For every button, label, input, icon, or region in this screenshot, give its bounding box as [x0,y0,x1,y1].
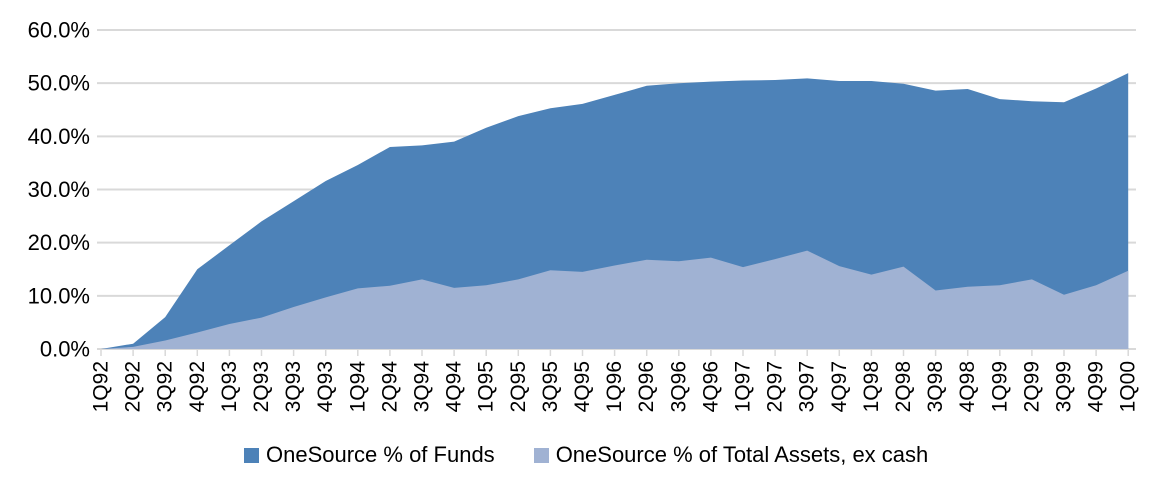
x-tick-label: 2Q99 [1020,361,1043,412]
x-tick-label: 3Q95 [539,361,562,412]
x-tick-label: 1Q95 [475,361,498,412]
x-tick-label: 4Q93 [314,361,337,412]
series-area-assets [101,250,1129,349]
legend-entry-funds: OneSource % of Funds [244,444,495,466]
y-tick-label: 60.0% [28,17,90,42]
x-tick-label: 2Q97 [764,361,787,412]
x-tick-label: 1Q94 [346,361,369,413]
legend-label-assets: OneSource % of Total Assets, ex cash [555,442,929,467]
x-tick-label: 4Q96 [699,361,722,412]
x-tick-label: 3Q92 [154,361,177,412]
x-tick-label: 1Q93 [218,361,241,412]
y-tick-label: 0.0% [40,337,90,362]
x-tick-label: 1Q92 [90,361,113,412]
x-tick-label: 3Q99 [1053,361,1076,412]
legend-swatch-assets-icon [533,447,549,463]
x-tick-label: 2Q95 [507,361,530,412]
x-tick-label: 1Q97 [732,361,755,412]
y-tick-label: 30.0% [28,177,90,202]
x-tick-label: 2Q98 [892,361,915,412]
x-tick-label: 3Q97 [796,361,819,412]
x-tick-label: 3Q93 [282,361,305,412]
x-tick-label: 3Q96 [667,361,690,412]
chart-legend: OneSource % of Funds OneSource % of Tota… [244,444,928,466]
x-tick-label: 4Q94 [443,361,466,413]
legend-label-funds: OneSource % of Funds [266,442,495,467]
legend-entry-assets: OneSource % of Total Assets, ex cash [533,442,929,467]
x-tick-label: 4Q95 [571,361,594,412]
y-tick-label: 10.0% [28,283,90,308]
x-tick-label: 1Q96 [603,361,626,412]
y-tick-label: 20.0% [28,230,90,255]
x-tick-label: 3Q94 [411,361,434,413]
x-tick-label: 2Q92 [122,361,145,412]
y-tick-label: 40.0% [28,124,90,149]
x-tick-label: 4Q97 [828,361,851,412]
x-tick-label: 4Q92 [186,361,209,412]
x-tick-label: 2Q94 [378,361,401,413]
x-tick-label: 2Q93 [250,361,273,412]
x-tick-label: 4Q98 [956,361,979,412]
x-tick-label: 4Q99 [1085,361,1108,412]
legend-swatch-funds-icon [244,447,259,463]
x-tick-label: 2Q96 [635,361,658,412]
y-tick-label: 50.0% [28,71,90,96]
x-tick-label: 1Q99 [988,361,1011,412]
x-tick-label: 1Q00 [1117,361,1140,412]
area-chart-svg: 0.0% 10.0% 20.0% 30.0% 40.0% 50.0% 60.0% 1Q92 2Q… [28,17,1140,413]
x-tick-label: 3Q98 [924,361,947,412]
x-tick-label: 1Q98 [860,361,883,412]
